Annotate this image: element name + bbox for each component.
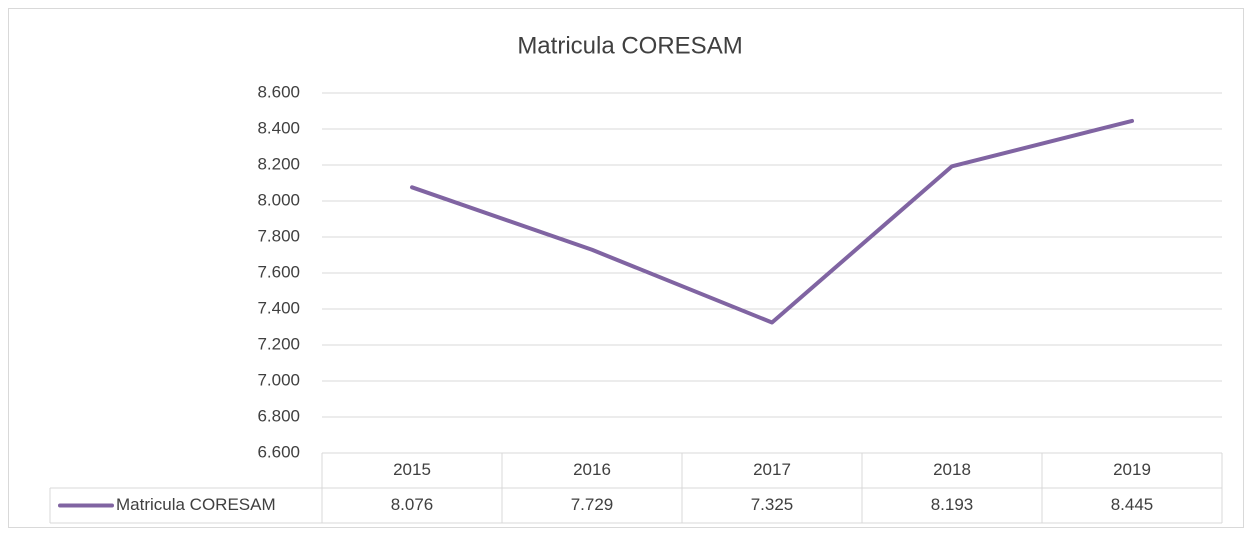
line xyxy=(410,118,1134,325)
y-tick-label: 8.600 xyxy=(257,82,300,101)
y-tick-label: 7.600 xyxy=(257,262,300,281)
data-table-value: 7.729 xyxy=(571,495,614,514)
y-tick-label: 8.000 xyxy=(257,190,300,209)
y-tick-label: 7.400 xyxy=(257,298,300,317)
y-tick-label: 6.800 xyxy=(257,406,300,425)
x-tick-label: 2016 xyxy=(573,460,611,479)
y-tick-label: 7.000 xyxy=(257,370,300,389)
y-tick-label: 6.600 xyxy=(257,442,300,461)
y-tick-label: 8.400 xyxy=(257,118,300,137)
x-tick-label: 2018 xyxy=(933,460,971,479)
data-table-value: 8.445 xyxy=(1111,495,1154,514)
data-table-value: 7.325 xyxy=(751,495,794,514)
x-tick-label: 2017 xyxy=(753,460,791,479)
x-tick-label: 2015 xyxy=(393,460,431,479)
chart-border xyxy=(8,8,1244,528)
data-table-value: 8.076 xyxy=(391,495,434,514)
y-tick-label: 7.200 xyxy=(257,334,300,353)
legend-label: Matricula CORESAM xyxy=(116,495,276,514)
y-tick-label: 8.200 xyxy=(257,154,300,173)
data-table-value: 8.193 xyxy=(931,495,974,514)
y-tick-label: 7.800 xyxy=(257,226,300,245)
chart-title: Matricula CORESAM xyxy=(517,32,742,59)
x-tick-label: 2019 xyxy=(1113,460,1151,479)
